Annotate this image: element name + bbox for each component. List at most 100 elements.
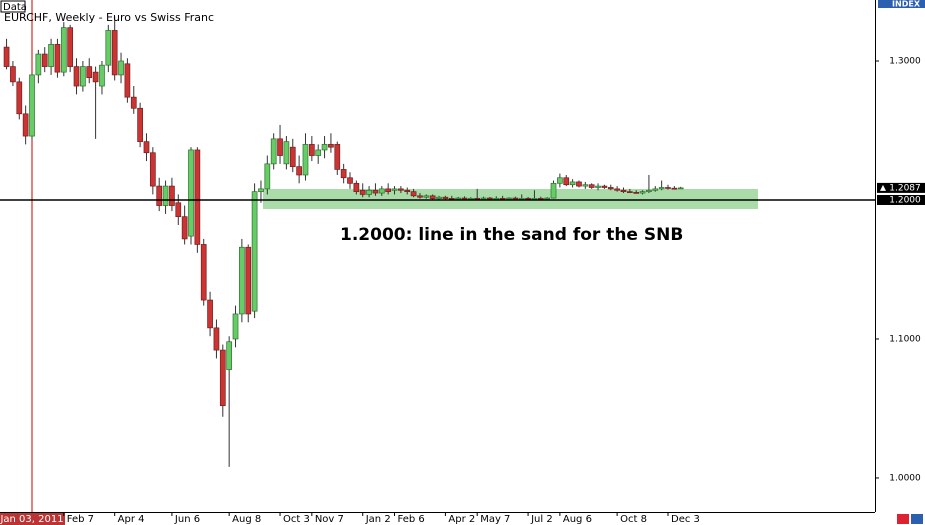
candle-body	[601, 185, 608, 188]
candle-body	[671, 187, 678, 190]
candle-body	[60, 27, 67, 73]
candle-body	[359, 189, 366, 195]
candle-body	[283, 141, 290, 165]
candle-body	[569, 181, 576, 186]
plot-area	[3, 0, 758, 512]
candle-body	[455, 197, 461, 200]
candle-body	[162, 185, 169, 206]
candle-body	[512, 197, 519, 200]
candle-body	[105, 30, 112, 66]
candle-body	[175, 202, 182, 218]
candle-body	[251, 191, 258, 312]
candle-body	[677, 187, 684, 190]
candle-body	[417, 195, 423, 198]
candle-body	[391, 188, 398, 191]
candle-body	[646, 189, 652, 193]
candle-body	[347, 177, 353, 184]
candle-body	[232, 313, 239, 340]
candle-body	[461, 197, 468, 200]
x-tick-label: Jul 2	[530, 514, 553, 525]
candle-body	[652, 188, 659, 191]
candle-body	[315, 149, 322, 156]
candle-body	[29, 74, 35, 137]
candle-body	[544, 197, 551, 200]
candle-body	[620, 189, 627, 193]
candle-body	[665, 187, 671, 189]
y-tick-label: 1.1000	[889, 334, 921, 344]
candle-body	[525, 197, 531, 200]
candle-body	[99, 64, 105, 87]
candle-body	[442, 196, 449, 199]
candle-body	[207, 299, 213, 329]
candle-body	[480, 197, 487, 200]
candle-body	[506, 197, 512, 200]
candle-body	[366, 189, 372, 195]
candle-body	[296, 166, 302, 176]
candle-body	[639, 191, 646, 194]
price-label: 1.2087	[889, 183, 921, 193]
candle-body	[3, 46, 10, 67]
x-tick-label: Oct 8	[620, 514, 647, 525]
candle-body	[10, 66, 16, 83]
x-tick-label: Aug 6	[563, 514, 592, 525]
candle-body	[328, 144, 334, 148]
candle-body	[188, 149, 194, 237]
candle-body	[181, 216, 188, 240]
candle-body	[35, 53, 42, 76]
candle-body	[67, 27, 74, 67]
candle-body	[467, 197, 474, 200]
candle-body	[429, 195, 436, 199]
candle-body	[194, 149, 201, 245]
icon	[897, 514, 909, 524]
price-marker	[880, 184, 886, 191]
x-tick-label: Jan 2	[365, 514, 391, 525]
x-tick-label: Apr 4	[118, 514, 145, 525]
candle-body	[537, 197, 544, 200]
candle-body	[308, 144, 315, 156]
candle-body	[493, 197, 500, 200]
candle-body	[588, 184, 595, 188]
x-tick-label: May 7	[480, 514, 510, 525]
candle-body	[378, 188, 385, 194]
x-tick-label: Dec 3	[671, 514, 700, 525]
candle-body	[353, 182, 360, 193]
candle-body	[48, 43, 54, 67]
candle-body	[200, 244, 207, 301]
price-label-box	[877, 182, 925, 193]
candle-body	[633, 191, 640, 194]
candle-body	[550, 182, 557, 199]
candle-body	[334, 144, 341, 170]
level-label: 1.2000	[889, 195, 921, 205]
candle-body	[149, 152, 156, 187]
candle-body	[80, 66, 86, 87]
candle-body	[518, 197, 525, 200]
icon	[911, 514, 923, 524]
candle-body	[54, 43, 61, 73]
candle-body	[270, 138, 277, 165]
candle-body	[258, 188, 264, 193]
candle-body	[169, 185, 175, 206]
candle-body	[563, 177, 570, 186]
x-tick-label: Jun 6	[174, 514, 200, 525]
candle-body	[213, 327, 220, 351]
chart-title: EURCHF, Weekly - Euro vs Swiss Franc	[4, 11, 214, 24]
annotation: 1.2000: line in the sand for the SNB	[340, 225, 683, 245]
candle-body	[595, 185, 601, 188]
candle-body	[404, 189, 411, 193]
x-label-highlight	[0, 513, 65, 525]
candle-body	[372, 189, 379, 194]
candle-body	[614, 188, 620, 191]
candle-body	[607, 187, 614, 190]
candle-body	[92, 71, 99, 83]
candle-body	[118, 60, 124, 76]
candle-body	[289, 146, 296, 167]
candle-body	[226, 341, 233, 370]
candle-body	[73, 66, 80, 87]
x-tick-label: Feb 7	[67, 514, 94, 525]
x-tick-label: Apr 2	[448, 514, 475, 525]
candle-body	[22, 113, 29, 137]
candle-body	[340, 169, 347, 179]
candle-body	[137, 107, 143, 142]
candle-body	[219, 349, 226, 407]
